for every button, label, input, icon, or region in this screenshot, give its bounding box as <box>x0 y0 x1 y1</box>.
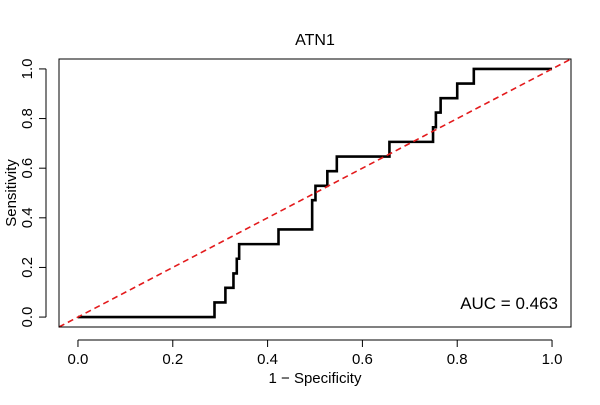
x-tick-label: 0.2 <box>162 351 183 368</box>
roc-curve-line <box>77 67 553 319</box>
y-tick-label: 0.6 <box>19 158 36 179</box>
x-tick-label: 0.8 <box>447 351 468 368</box>
y-tick-label: 0.8 <box>19 108 36 129</box>
x-tick-label: 1.0 <box>542 351 563 368</box>
x-tick-label: 0.4 <box>257 351 278 368</box>
y-tick-label: 1.0 <box>19 58 36 79</box>
y-axis-title: Sensitivity <box>3 159 20 227</box>
plot-frame <box>58 58 572 328</box>
y-tick-label: 0.4 <box>19 207 36 228</box>
reference-diagonal-line <box>58 58 572 328</box>
x-tick-label: 0.6 <box>352 351 373 368</box>
chart-title: ATN1 <box>295 32 335 49</box>
x-axis-title: 1 − Specificity <box>269 370 362 387</box>
auc-annotation: AUC = 0.463 <box>460 294 558 313</box>
x-tick-label: 0.0 <box>68 351 89 368</box>
y-tick-label: 0.2 <box>19 257 36 278</box>
y-tick-label: 0.0 <box>19 307 36 328</box>
plot-layer: 0.0 0.2 0.4 0.6 0.8 1.0 0.0 0.2 0.4 0.6 0.8 1.0 <box>19 58 572 368</box>
